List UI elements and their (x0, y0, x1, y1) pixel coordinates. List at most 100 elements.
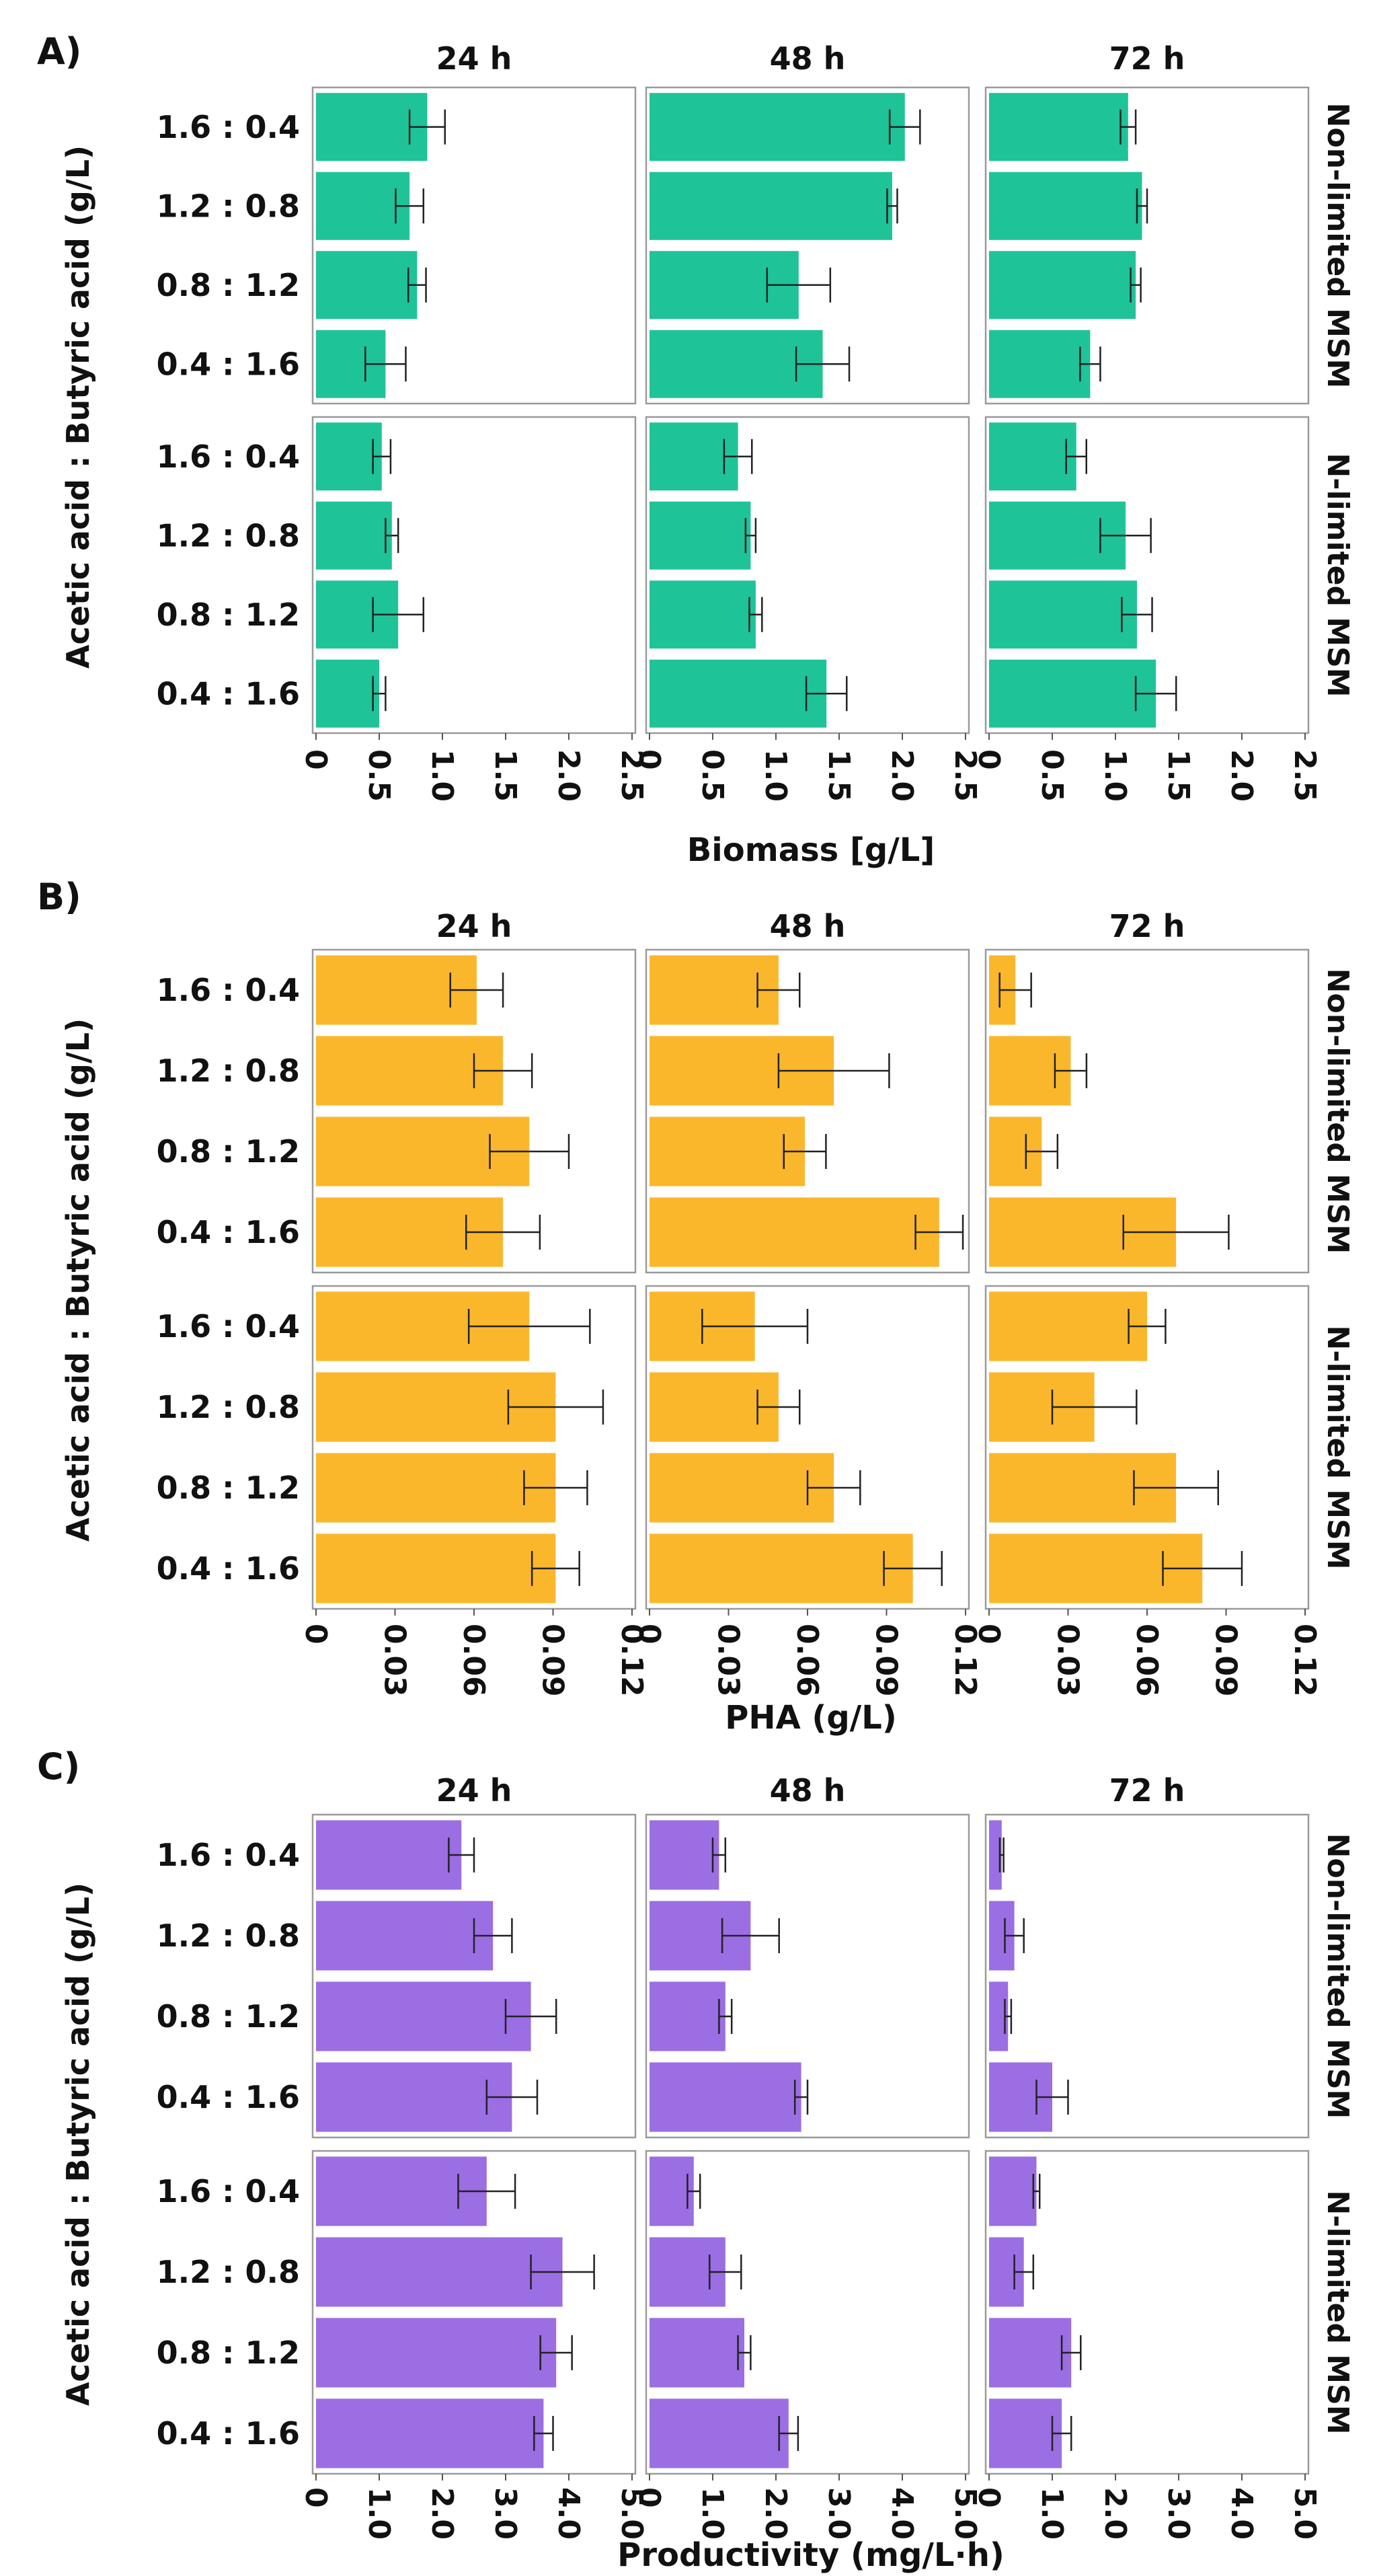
x-tick-label: 1.5 (822, 749, 856, 802)
x-tick-label: 1.0 (758, 749, 793, 802)
facet-row-label: N-limited MSM (1321, 453, 1355, 697)
x-tick-label: 0.09 (869, 1624, 904, 1697)
x-tick-label: 0 (299, 2487, 333, 2508)
x-tick-label: 3.0 (488, 2487, 522, 2540)
bar (316, 2062, 512, 2132)
x-tick-label: 0 (972, 2487, 1006, 2508)
bar (316, 1901, 494, 1971)
x-tick-label: 0.5 (1035, 749, 1069, 802)
facet-row-label: Non-limited MSM (1321, 103, 1355, 389)
x-tick-label: 1.0 (362, 2487, 396, 2540)
category-tick-label: 1.2 : 0.8 (157, 1053, 300, 1089)
y-axis-label: Acetic acid : Butyric acid (g/L) (60, 1018, 96, 1542)
bar (650, 580, 756, 649)
category-tick-label: 0.4 : 1.6 (157, 2415, 300, 2452)
bar (316, 1533, 556, 1603)
x-tick-label: 0 (632, 1624, 666, 1644)
x-tick-label: 0 (972, 1624, 1006, 1644)
x-tick-label: 3.0 (1161, 2487, 1195, 2540)
category-tick-label: 0.4 : 1.6 (157, 1214, 300, 1250)
facet-column-title: 24 h (436, 40, 512, 77)
category-tick-label: 0.8 : 1.2 (157, 2335, 300, 2371)
panel-label: B) (37, 876, 81, 918)
facet-column-title: 48 h (770, 908, 846, 944)
bar (316, 172, 410, 240)
bar (316, 422, 382, 491)
x-tick-label: 5.0 (1288, 2487, 1322, 2540)
bar (989, 1291, 1147, 1361)
bar (989, 2398, 1062, 2468)
bar (989, 251, 1136, 319)
x-tick-label: 2.0 (1098, 2487, 1132, 2540)
bar (650, 501, 751, 570)
bar (989, 93, 1128, 161)
x-tick-label: 2.5 (948, 749, 982, 802)
bar (650, 1453, 834, 1523)
x-tick-label: 5.0 (615, 2487, 649, 2540)
y-axis-label: Acetic acid : Butyric acid (g/L) (60, 1883, 96, 2406)
x-tick-label: 0.09 (536, 1624, 570, 1697)
x-tick-label: 0.03 (1051, 1624, 1085, 1697)
x-tick-label: 2.0 (425, 2487, 459, 2540)
category-tick-label: 1.2 : 0.8 (157, 2254, 300, 2290)
x-tick-label: 0.12 (1288, 1624, 1322, 1697)
facet-column-title: 72 h (1109, 1772, 1185, 1809)
facet-row-label: Non-limited MSM (1321, 1833, 1355, 2119)
x-tick-label: 0 (299, 749, 333, 770)
bar (650, 422, 738, 491)
x-tick-label: 0.06 (457, 1624, 491, 1697)
category-tick-label: 0.4 : 1.6 (157, 2079, 300, 2115)
x-tick-label: 0.5 (362, 749, 396, 802)
x-tick-label: 4.0 (551, 2487, 586, 2540)
x-axis-label: Biomass [g/L] (687, 831, 935, 869)
category-tick-label: 1.6 : 0.4 (157, 972, 300, 1008)
category-tick-label: 1.6 : 0.4 (157, 1837, 300, 1873)
x-tick-label: 0.03 (378, 1624, 412, 1697)
x-tick-label: 0.03 (711, 1624, 746, 1697)
x-tick-label: 0.5 (695, 749, 730, 802)
category-tick-label: 0.8 : 1.2 (157, 1133, 300, 1170)
bar (650, 1533, 913, 1603)
x-tick-label: 0 (632, 749, 666, 770)
bar (650, 2062, 801, 2132)
bar (650, 2156, 694, 2226)
x-tick-label: 0.09 (1209, 1624, 1243, 1697)
x-axis-label: PHA (g/L) (725, 1699, 897, 1737)
bar (316, 2318, 557, 2388)
y-axis-label: Acetic acid : Butyric acid (g/L) (60, 145, 96, 669)
category-tick-label: 1.2 : 0.8 (157, 1918, 300, 1954)
x-tick-label: 2.0 (551, 749, 586, 802)
bar (650, 2318, 744, 2388)
bar (989, 422, 1076, 491)
bar (989, 330, 1091, 398)
bar (989, 172, 1142, 240)
x-tick-label: 5.0 (948, 2487, 982, 2540)
facet-column-title: 48 h (770, 40, 846, 77)
x-tick-label: 1.0 (695, 2487, 730, 2540)
x-tick-label: 3.0 (822, 2487, 856, 2540)
x-tick-label: 0 (299, 1624, 333, 1644)
bar (316, 1453, 556, 1523)
bar (650, 1197, 939, 1267)
x-tick-label: 2.0 (885, 749, 919, 802)
x-tick-label: 1.0 (1098, 749, 1132, 802)
category-tick-label: 1.6 : 0.4 (157, 2173, 300, 2209)
bar (650, 659, 827, 728)
bar (316, 501, 392, 570)
bar (650, 2398, 789, 2468)
x-tick-label: 2.0 (1224, 749, 1259, 802)
bar (989, 2156, 1037, 2226)
facet-column-title: 24 h (436, 908, 512, 944)
x-tick-label: 0.06 (1130, 1624, 1164, 1697)
facet-column-title: 24 h (436, 1772, 512, 1809)
bar (650, 1820, 719, 1890)
x-tick-label: 2.0 (758, 2487, 793, 2540)
bar (989, 2318, 1072, 2388)
bar (316, 2237, 563, 2307)
x-tick-label: 2.5 (615, 749, 649, 802)
category-tick-label: 0.8 : 1.2 (157, 1998, 300, 2035)
category-tick-label: 0.8 : 1.2 (157, 597, 300, 633)
x-tick-label: 4.0 (885, 2487, 919, 2540)
bar (650, 1981, 725, 2051)
